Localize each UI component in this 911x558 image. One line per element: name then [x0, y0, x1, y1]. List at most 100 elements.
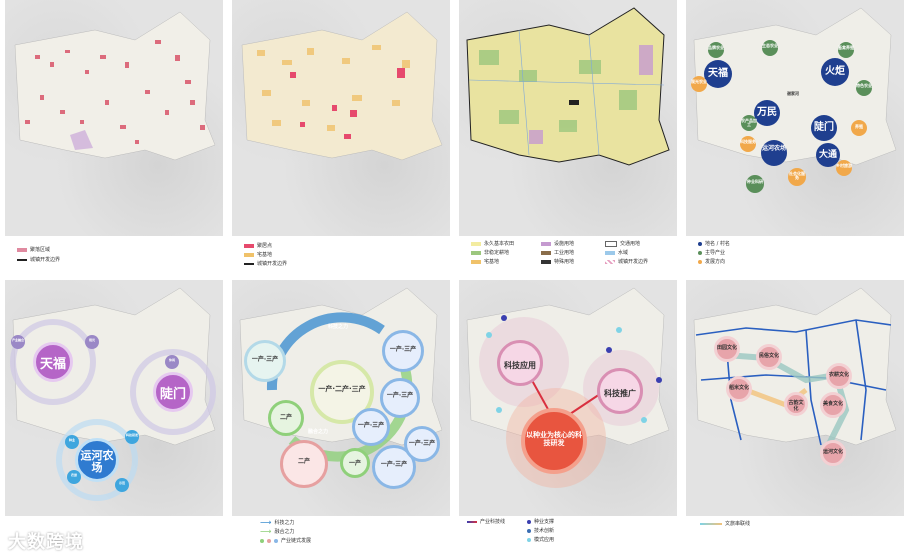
- industry-circle: 特色农业: [856, 80, 872, 96]
- legend-label: 产业链式发展: [281, 538, 312, 544]
- culture-node: 古韵文化: [784, 392, 808, 416]
- legend-label: 城镇开发边界: [618, 259, 649, 265]
- industry-circle: 品牌农业: [708, 42, 724, 58]
- map-industry-nodes: 天福 火炬 万民 陡门 运河农场 大通 品牌农业 生态农业 畜禽养殖 特色农业 …: [686, 0, 904, 236]
- industry-circle: 生态农业: [762, 40, 778, 56]
- panel-industry-nodes: 天福 火炬 万民 陡门 运河农场 大通 品牌农业 生态农业 畜禽养殖 特色农业 …: [686, 0, 904, 274]
- direction-circle: 乡村旅游: [836, 160, 852, 176]
- satellite-circle: 科技研发: [125, 430, 139, 444]
- legend-label: 种业支撑: [534, 519, 555, 525]
- industry-map-svg: [693, 7, 897, 166]
- legend-item: 技术创新: [527, 527, 554, 534]
- arrow-right-icon: ⟶: [260, 518, 272, 527]
- legend-item: 聚居点: [244, 242, 272, 249]
- legend-item: 水域: [605, 249, 628, 256]
- legend-label: 特殊用地: [554, 259, 575, 265]
- legend-item: 城镇开发边界: [17, 256, 60, 263]
- legend-item: 设施用地: [541, 240, 574, 247]
- legend-label: 设施用地: [554, 241, 575, 247]
- legend-label: 永久基本农田: [484, 241, 515, 247]
- legend-item: 产业链式发展: [260, 537, 311, 544]
- direction-circle: 养殖: [851, 120, 867, 136]
- culture-node: 农耕文化: [826, 363, 852, 389]
- industry-circle: 畜禽养殖: [838, 42, 854, 58]
- industry-circle: 农产品加工: [741, 115, 757, 131]
- legend-item: 城镇开发边界: [244, 260, 287, 267]
- legend-item: 永久基本农田: [471, 240, 514, 247]
- tech-network-svg: [466, 287, 670, 488]
- node-tianfu: 天福: [704, 60, 732, 88]
- legend-label: 城镇开发边界: [257, 261, 288, 267]
- legend-item: 产业科技线: [467, 518, 505, 525]
- legend-label: 主导产业: [705, 250, 726, 256]
- satellite-circle: 示范: [115, 478, 129, 492]
- node-datong: 大通: [816, 143, 840, 167]
- legend-item: 特殊用地: [541, 258, 574, 265]
- legend-panel-3: 永久基本农田 设施用地 交通用地 非稳定耕地 工业用地 水域 宅基地 特殊用地 …: [459, 236, 677, 274]
- legend-label: 科技之力: [274, 520, 295, 526]
- watermark-text: 大数跨境: [8, 532, 84, 553]
- legend-label: 模式应用: [534, 537, 555, 543]
- panel-settlement-area: 聚落区域 城镇开发边界: [5, 0, 223, 274]
- industry-circle: 种业科研: [746, 175, 764, 193]
- sub-circle: 一产·三产: [352, 408, 390, 446]
- legend-label: 技术创新: [534, 528, 555, 534]
- panel-homestead: 聚居点 宅基地 城镇开发边界: [232, 0, 450, 274]
- legend-item: 种业支撑: [527, 518, 554, 525]
- legend-item: 工业用地: [541, 249, 574, 256]
- culture-node: 美食文化: [820, 392, 846, 418]
- zone-yunhe: 运河农场: [75, 438, 119, 482]
- direction-circle: 社会化服务: [788, 168, 806, 186]
- sub-circle: 一产·三产: [380, 378, 420, 418]
- culture-node: 民俗文化: [756, 344, 782, 370]
- legend-label: 聚居点: [257, 243, 273, 249]
- legend-item: 地名 / 村名: [698, 240, 730, 247]
- satellite-circle: 产业融合: [11, 335, 25, 349]
- map-industry-chain: 一产·二产·三产 一产·三产 一产·三产 二产 一产·三产 一产·三产 一产 二…: [232, 280, 450, 516]
- node-wanmin: 万民: [754, 100, 780, 126]
- legend-item: 模式应用: [527, 536, 554, 543]
- legend-label: 宅基地: [257, 252, 273, 258]
- node-huoju: 火炬: [821, 58, 849, 86]
- panel-culture-route: 田园文化 民俗文化 农耕文化 稻米文化 古韵文化 美食文化 运河文化 文旅串联线: [686, 280, 904, 554]
- land-use-map-svg: [466, 7, 670, 166]
- legend-panel-7: 产业科技线 种业支撑 技术创新 模式应用: [459, 516, 677, 554]
- legend-label: 融合之力: [274, 529, 295, 535]
- legend-item: ⟶ 科技之力: [260, 518, 294, 527]
- legend-item: 文旅串联线: [700, 520, 750, 527]
- legend-label: 地名 / 村名: [705, 241, 730, 247]
- culture-node: 运河文化: [820, 440, 846, 466]
- map-core-zones: 天福 陡门 运河农场 产业融合 观光 休闲 科技研发 种业 农旅 示范: [5, 280, 223, 516]
- satellite-circle: 观光: [85, 335, 99, 349]
- satellite-circle: 种业: [65, 435, 79, 449]
- sub-circle: 一产·三产: [382, 330, 424, 372]
- legend-label: 水域: [618, 250, 629, 256]
- legend-item: 宅基地: [244, 251, 272, 258]
- node-yunhe: 运河农场: [761, 140, 787, 166]
- arc-label: 融合之力: [307, 429, 328, 435]
- legend-panel-2: 聚居点 宅基地 城镇开发边界: [232, 236, 450, 274]
- legend-item: 发展方向: [698, 258, 725, 265]
- legend-item: 交通用地: [605, 240, 640, 247]
- node-tech-application: 科技应用: [497, 340, 543, 386]
- satellite-circle: 休闲: [165, 355, 179, 369]
- legend-item: 城镇开发边界: [605, 258, 648, 265]
- legend-panel-6: ⟶ 科技之力 ⟶ 融合之力 产业链式发展: [232, 516, 450, 554]
- legend-item: 宅基地: [471, 258, 499, 265]
- legend-panel-8: 文旅串联线: [686, 516, 904, 554]
- sub-circle: 二产: [268, 400, 304, 436]
- legend-item: 主导产业: [698, 249, 725, 256]
- direction-circle: 观光农业: [691, 76, 707, 92]
- panel-industry-chain: 一产·二产·三产 一产·三产 一产·三产 二产 一产·三产 一产·三产 一产 二…: [232, 280, 450, 554]
- homestead-map-svg: [241, 11, 443, 161]
- panel-tech-network: 科技应用 科技推广 以种业为核心的科技研发 产业科技线 种业支撑 技术创新 模式…: [459, 280, 677, 554]
- map-culture-route: 田园文化 民俗文化 农耕文化 稻米文化 古韵文化 美食文化 运河文化: [686, 280, 904, 516]
- place-label: 谢家河: [787, 91, 799, 96]
- sub-circle: 一产: [340, 448, 370, 478]
- legend-item: 非稳定耕地: [471, 249, 509, 256]
- legend-label: 聚落区域: [30, 247, 51, 253]
- culture-node: 稻米文化: [726, 376, 752, 402]
- zone-doumen: 陡门: [153, 372, 193, 412]
- arc-label: 科技之力: [327, 324, 348, 330]
- legend-label: 交通用地: [620, 241, 641, 247]
